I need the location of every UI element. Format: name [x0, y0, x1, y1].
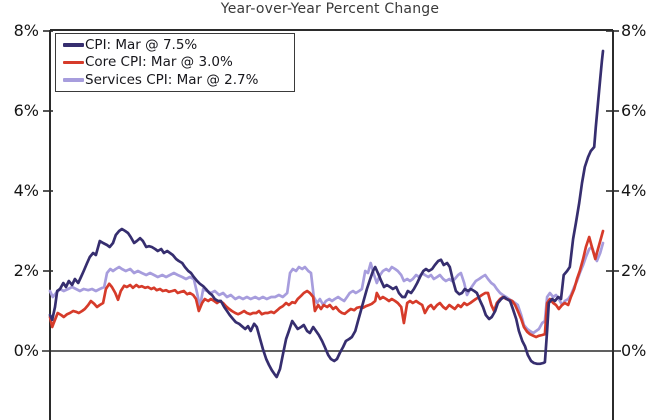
series-line-cpi	[48, 49, 605, 379]
y-tick-label-right-4: 4%	[621, 181, 647, 200]
y-tick-label-right-0: 0%	[621, 341, 647, 360]
y-tick-label-left-2: 2%	[13, 261, 39, 280]
legend: CPI: Mar @ 7.5% Core CPI: Mar @ 3.0% Ser…	[55, 33, 295, 92]
legend-label-services-cpi: Services CPI: Mar @ 2.7%	[85, 72, 259, 89]
legend-line-swatch-core-cpi	[63, 60, 84, 65]
y-tick-label-right-6: 6%	[621, 101, 647, 120]
y-tick-label-right-2: 2%	[621, 261, 647, 280]
chart-title: Year-over-Year Percent Change	[220, 1, 440, 17]
legend-line-swatch-services-cpi	[63, 78, 84, 82]
legend-item-services-cpi: Services CPI: Mar @ 2.7%	[63, 72, 292, 88]
y-tick-label-left-6: 6%	[13, 101, 39, 120]
legend-item-core-cpi: Core CPI: Mar @ 3.0%	[63, 54, 292, 70]
legend-item-cpi: CPI: Mar @ 7.5%	[63, 37, 292, 53]
y-tick-label-left-0: 0%	[13, 341, 39, 360]
y-tick-label-right-8: 8%	[621, 21, 647, 40]
series-line-services-cpi	[48, 241, 605, 335]
series-line-core-cpi	[48, 229, 605, 339]
y-tick-label-left-4: 4%	[13, 181, 39, 200]
legend-label-cpi: CPI: Mar @ 7.5%	[85, 36, 198, 53]
y-tick-label-left-8: 8%	[13, 21, 39, 40]
legend-line-swatch-cpi	[63, 43, 84, 47]
legend-label-core-cpi: Core CPI: Mar @ 3.0%	[85, 54, 233, 71]
